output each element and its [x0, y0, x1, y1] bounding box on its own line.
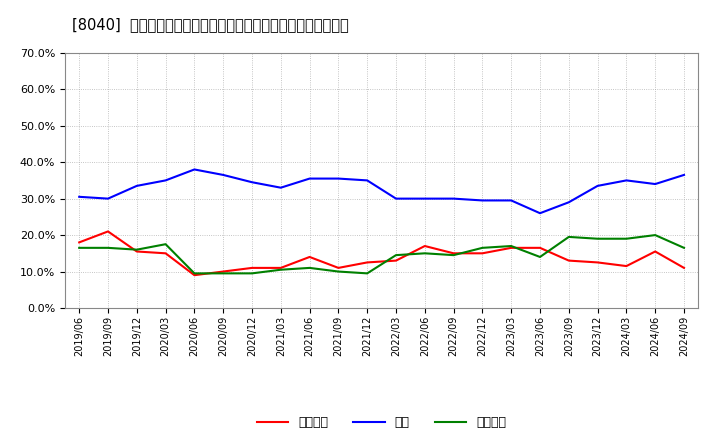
売上債権 [276, 265, 285, 271]
買入債務 [334, 269, 343, 274]
買入債務 [104, 245, 112, 250]
在庫 [536, 211, 544, 216]
在庫 [622, 178, 631, 183]
在庫 [392, 196, 400, 201]
売上債権 [449, 251, 458, 256]
在庫 [680, 172, 688, 178]
買入債務 [449, 253, 458, 258]
在庫 [449, 196, 458, 201]
Line: 在庫: 在庫 [79, 169, 684, 213]
買入債務 [190, 271, 199, 276]
Line: 売上債権: 売上債権 [79, 231, 684, 275]
買入債務 [75, 245, 84, 250]
売上債権 [536, 245, 544, 250]
売上債権 [593, 260, 602, 265]
在庫 [219, 172, 228, 178]
売上債権 [622, 264, 631, 269]
売上債権 [190, 272, 199, 278]
在庫 [593, 183, 602, 188]
買入債務 [392, 253, 400, 258]
買入債務 [507, 243, 516, 249]
買入債務 [219, 271, 228, 276]
在庫 [248, 180, 256, 185]
買入債務 [536, 254, 544, 260]
在庫 [161, 178, 170, 183]
売上債権 [305, 254, 314, 260]
売上債権 [507, 245, 516, 250]
Text: [8040]  売上債権、在庫、買入債務の総資産に対する比率の推移: [8040] 売上債権、在庫、買入債務の総資産に対する比率の推移 [72, 18, 348, 33]
買入債務 [420, 251, 429, 256]
買入債務 [363, 271, 372, 276]
売上債権 [680, 265, 688, 271]
在庫 [420, 196, 429, 201]
売上債権 [392, 258, 400, 263]
売上債権 [161, 251, 170, 256]
在庫 [507, 198, 516, 203]
売上債権 [564, 258, 573, 263]
売上債権 [363, 260, 372, 265]
在庫 [75, 194, 84, 199]
買入債務 [132, 247, 141, 252]
買入債務 [248, 271, 256, 276]
買入債務 [593, 236, 602, 242]
在庫 [276, 185, 285, 191]
買入債務 [651, 232, 660, 238]
売上債権 [478, 251, 487, 256]
在庫 [190, 167, 199, 172]
在庫 [132, 183, 141, 188]
買入債務 [564, 234, 573, 239]
在庫 [651, 181, 660, 187]
在庫 [104, 196, 112, 201]
在庫 [564, 200, 573, 205]
買入債務 [622, 236, 631, 242]
売上債権 [248, 265, 256, 271]
Legend: 売上債権, 在庫, 買入債務: 売上債権, 在庫, 買入債務 [252, 411, 511, 434]
売上債権 [651, 249, 660, 254]
Line: 買入債務: 買入債務 [79, 235, 684, 273]
在庫 [478, 198, 487, 203]
売上債権 [104, 229, 112, 234]
買入債務 [305, 265, 314, 271]
買入債務 [161, 242, 170, 247]
買入債務 [478, 245, 487, 250]
買入債務 [276, 267, 285, 272]
在庫 [334, 176, 343, 181]
売上債権 [219, 269, 228, 274]
売上債権 [420, 243, 429, 249]
買入債務 [680, 245, 688, 250]
売上債権 [132, 249, 141, 254]
売上債権 [334, 265, 343, 271]
在庫 [305, 176, 314, 181]
在庫 [363, 178, 372, 183]
売上債権 [75, 240, 84, 245]
